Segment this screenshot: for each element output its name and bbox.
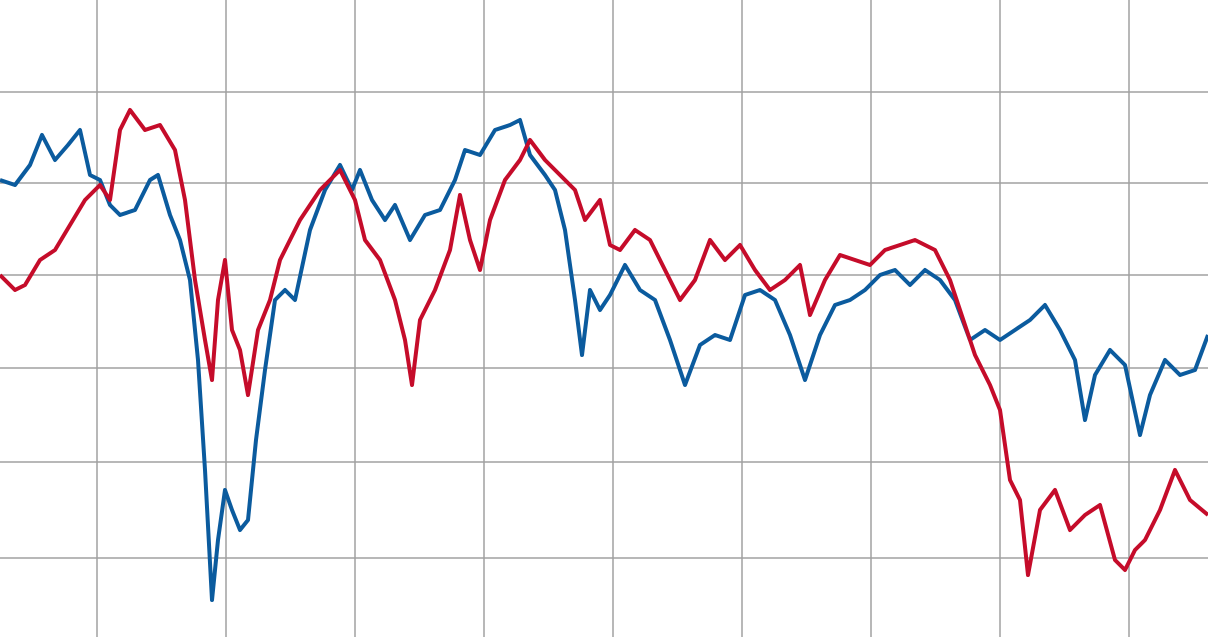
line-series [0,118,1208,602]
line-series [0,108,1208,577]
